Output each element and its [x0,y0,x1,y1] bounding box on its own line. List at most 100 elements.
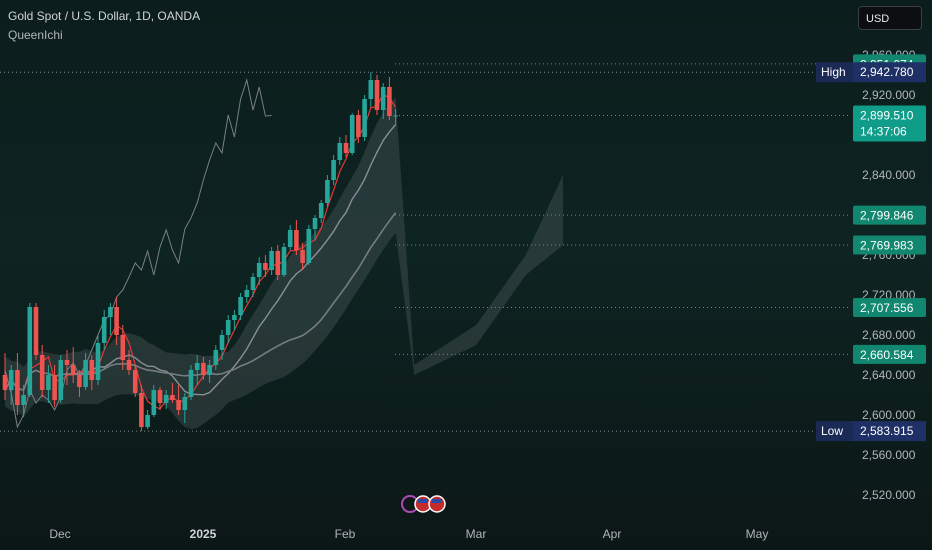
price-tag [853,205,926,225]
candle-body [349,115,355,153]
candle-body [163,395,169,403]
candle-body [15,370,20,405]
candle-body [126,360,132,370]
candle-body [387,87,392,116]
price-tag-label: 2,899.510 [860,108,914,122]
price-tag [853,105,926,142]
candle-body [201,363,206,375]
candle-body [89,360,95,380]
candle-body [374,80,380,110]
candle-body [64,360,70,365]
candle-body [52,375,57,400]
time-tick-label: May [746,527,769,541]
candle-body [244,290,250,297]
cloud-area [5,97,563,430]
candle-body [380,87,386,110]
candle-body [77,375,82,387]
time-axis: Dec 2025 Feb Mar Apr May [49,527,768,541]
candles [2,72,398,432]
candle-body [287,230,293,247]
price-tick-label: 2,560.000 [862,448,916,462]
time-tick-label: 2025 [190,527,217,541]
low-tag: Low [821,424,843,438]
candle-body [275,251,281,275]
candle-body [343,143,349,153]
candle-body [318,203,324,218]
candle-body [157,390,163,403]
candle-body [250,277,256,290]
low-value-label: 2,583.915 [860,424,914,438]
candle-body [300,250,305,263]
time-tick-label: Apr [603,527,622,541]
price-tag-label: 2,769.983 [860,239,914,253]
price-tick-label: 2,640.000 [862,368,916,382]
candle-body [108,307,113,317]
price-level-lines [0,63,848,432]
candle-body [120,335,126,360]
time-tick-label: Dec [49,527,70,541]
candle-body [8,370,14,390]
candle-body [306,229,312,263]
candle-body [232,315,237,320]
price-tick-label: 2,520.000 [862,488,916,502]
time-tick-label: Mar [466,527,487,541]
flag-canton-icon [432,499,442,503]
price-tick-label: 2,680.000 [862,328,916,342]
candle-body [337,143,343,160]
candle-body [39,355,45,390]
candle-body [182,397,188,410]
candle-body [294,230,299,250]
candle-body [46,375,51,390]
candle-body [58,360,64,400]
candle-body [27,307,33,395]
time-tick-label: Feb [335,527,356,541]
indicator-lines [4,78,397,429]
candle-body [312,218,318,229]
us-flag-icon[interactable] [428,495,446,513]
candle-body [219,335,225,350]
price-tick-label: 2,920.000 [862,88,916,102]
high-tag-box [816,62,853,83]
candle-body [213,350,219,365]
candle-body [207,365,212,375]
candle-body [83,360,88,387]
candle-body [368,80,374,99]
flag-canton-icon [418,499,428,503]
price-tag-label: 2,799.846 [860,209,914,223]
candle-body [151,390,157,415]
candle-body [263,263,268,270]
candle-body [281,247,287,275]
candle-body [176,400,181,410]
candle-body [2,375,8,390]
candle-body [33,307,39,355]
candle-body [70,365,76,375]
price-tick-label: 2,840.000 [862,168,916,182]
candle-body [356,115,361,137]
high-value-label: 2,942.780 [860,65,914,79]
candle-body [269,251,274,270]
candle-body [188,370,194,397]
candle-body [325,180,330,203]
price-tag [853,297,926,317]
candle-body [194,363,200,370]
high-value-box [853,62,926,83]
author-name: QueenIchi [8,28,63,42]
price-tags: 2,951.0742,899.51014:37:062,799.8462,769… [816,54,926,442]
currency-button[interactable]: USD [858,6,922,30]
candle-body [101,317,107,343]
price-tag [853,344,926,364]
candle-body [132,370,138,393]
candle-body [145,415,150,427]
candle-body [225,320,231,335]
price-tag-label: 2,660.584 [860,348,914,362]
lagging-line [4,78,272,429]
low-tag-box [816,421,853,442]
high-tag: High [821,65,846,79]
low-value-box [853,421,926,442]
tenkan-line [4,93,397,410]
candle-body [139,393,144,427]
candle-body [170,395,175,400]
price-tag-label: 2,707.556 [860,301,914,315]
